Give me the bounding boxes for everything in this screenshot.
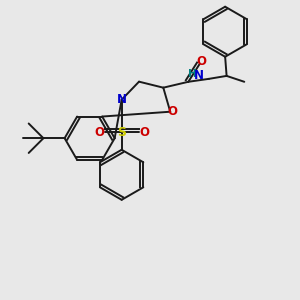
Text: N: N [117,93,127,106]
Text: H: H [188,69,197,79]
Text: O: O [196,55,206,68]
Text: O: O [167,105,177,118]
Text: N: N [194,68,204,82]
Text: O: O [139,126,149,139]
Text: S: S [117,126,126,139]
Text: O: O [94,126,104,139]
